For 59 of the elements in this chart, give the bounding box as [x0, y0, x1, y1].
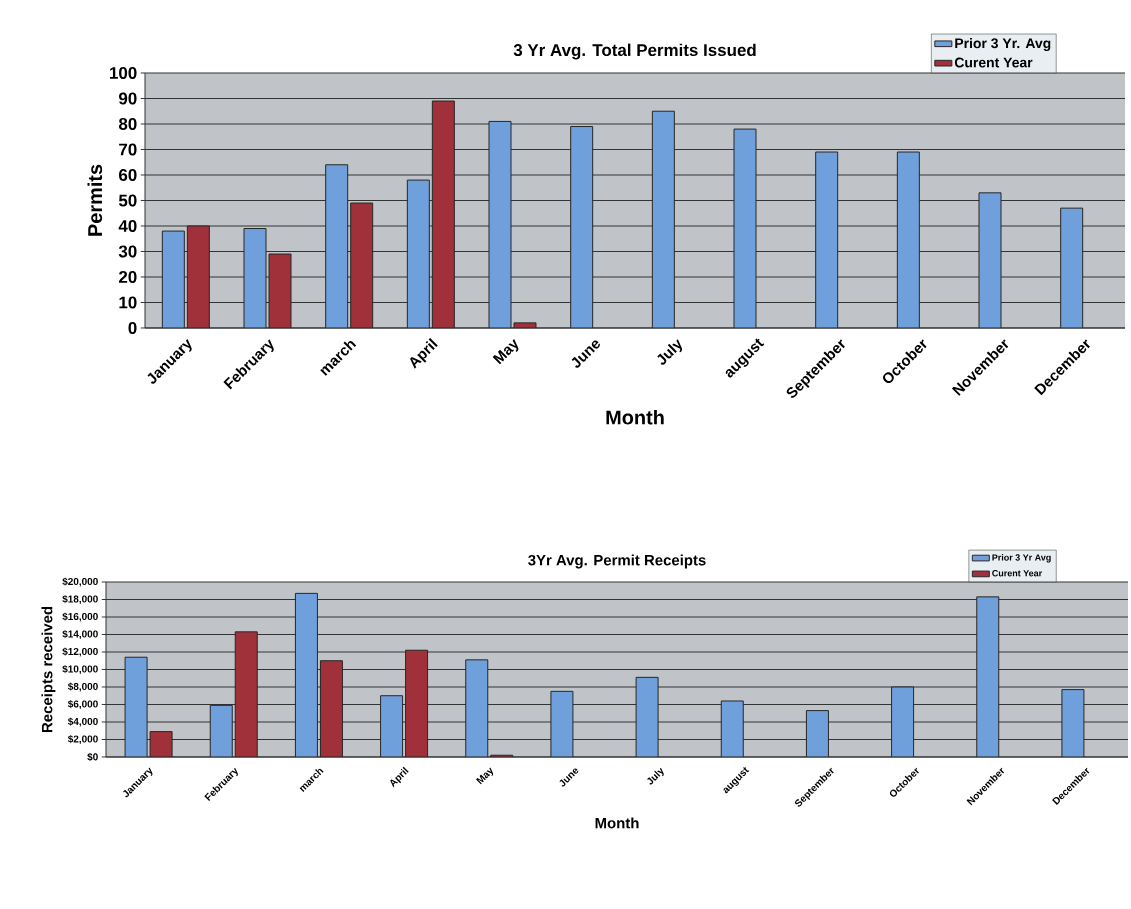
y-axis-title: Permits — [87, 164, 103, 236]
y-tick-label: 40 — [118, 219, 137, 232]
y-tick-label: $0 — [87, 752, 98, 762]
y-tick-label: 90 — [118, 92, 137, 105]
y-tick-label: 0 — [128, 321, 137, 334]
y-tick-label: $2,000 — [67, 735, 98, 744]
bar — [978, 192, 1002, 328]
y-tick-label: 20 — [118, 270, 137, 283]
bar — [720, 700, 744, 757]
y-tick-label: 100 — [110, 66, 137, 79]
bar — [488, 120, 512, 328]
bar — [406, 179, 430, 328]
y-tick-label: 30 — [118, 245, 137, 258]
x-axis-title: Month — [606, 409, 664, 425]
y-tick-label: $20,000 — [62, 577, 98, 587]
bar — [161, 230, 185, 328]
bar — [465, 659, 489, 757]
bar — [891, 686, 915, 757]
legend-label: Prior 3 Yr Avg — [992, 554, 1051, 563]
x-tick-label: May — [492, 338, 519, 365]
y-tick-label: $6,000 — [67, 700, 98, 709]
x-axis-title: Month — [595, 817, 639, 829]
y-tick-label: 10 — [119, 296, 137, 309]
bar — [325, 164, 349, 328]
y-tick-label: 70 — [119, 143, 137, 156]
y-tick-label: $4,000 — [67, 717, 98, 727]
bar — [209, 704, 233, 757]
bar — [805, 710, 829, 757]
chart-title: 3Yr Avg. Permit Receipts — [528, 554, 706, 569]
y-axis-title: Receipts received — [41, 606, 56, 733]
bar — [570, 126, 594, 328]
bar — [1060, 207, 1084, 328]
bar — [350, 202, 374, 328]
y-tick-label: 80 — [118, 117, 137, 130]
bar — [651, 110, 675, 328]
bar — [294, 592, 318, 757]
y-tick-label: $16,000 — [62, 612, 98, 622]
y-tick-label: $14,000 — [62, 630, 98, 639]
bar — [234, 631, 258, 757]
bar — [319, 660, 343, 757]
bar — [431, 100, 455, 328]
bar — [896, 151, 920, 328]
bar — [186, 225, 210, 328]
bar — [243, 228, 267, 328]
y-tick-label: 50 — [118, 194, 137, 207]
y-tick-label: $12,000 — [62, 647, 98, 657]
bar — [405, 649, 429, 757]
bar — [815, 151, 839, 328]
legend-label: Curent Year — [954, 57, 1033, 68]
y-tick-label: $10,000 — [62, 665, 98, 674]
legend-label: Prior 3 Yr. Avg — [955, 37, 1051, 52]
y-tick-label: 60 — [119, 168, 137, 181]
bar — [733, 128, 757, 328]
y-tick-label: $8,000 — [67, 682, 98, 692]
chart-title: 3 Yr Avg. Total Permits Issued — [513, 43, 756, 60]
bar — [976, 596, 1000, 757]
y-tick-label: $18,000 — [62, 595, 98, 604]
legend-label: Curent Year — [992, 570, 1043, 577]
bar — [380, 695, 404, 757]
